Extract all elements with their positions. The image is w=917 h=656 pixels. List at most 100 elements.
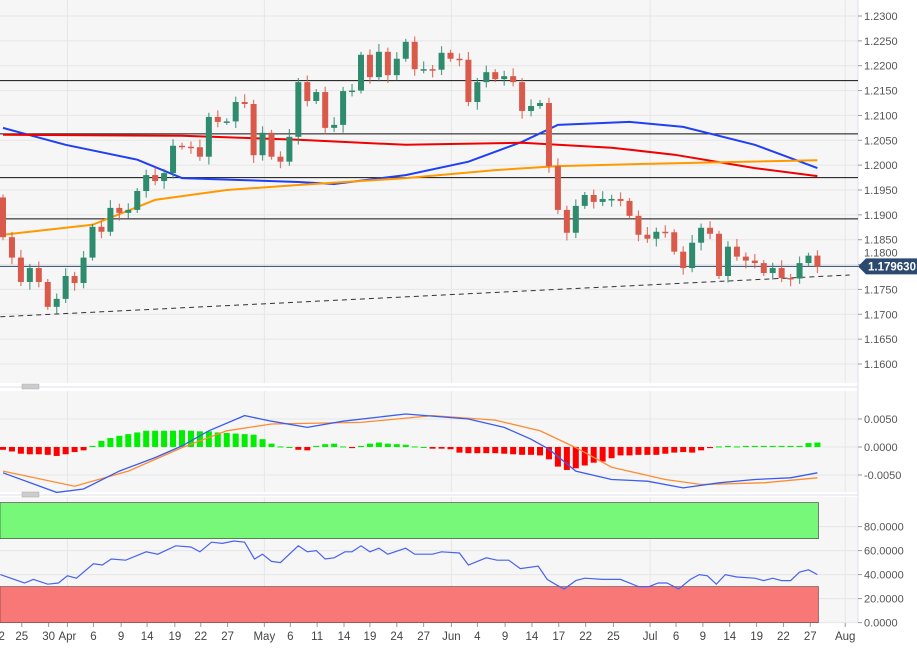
bearish-candle — [519, 82, 526, 111]
macd-histogram-bar — [778, 445, 785, 447]
bullish-candle — [295, 82, 302, 137]
macd-histogram-bar — [537, 447, 543, 456]
macd-histogram-bar — [501, 447, 508, 454]
date-label: May — [253, 631, 275, 643]
date-label: 19 — [750, 631, 763, 643]
date-label: 25 — [15, 631, 28, 643]
bullish-candle — [259, 132, 266, 156]
macd-histogram-bar — [277, 446, 284, 448]
macd-histogram-bar — [572, 447, 579, 469]
bearish-candle — [8, 237, 15, 258]
price-tick-label: 1.1750 — [864, 284, 898, 296]
panel-resize-grip-icon[interactable] — [21, 491, 40, 498]
macd-histogram-bar — [89, 445, 96, 447]
macd-histogram-bar — [671, 447, 678, 453]
macd-histogram-bar — [214, 432, 221, 447]
macd-histogram-bar — [322, 444, 329, 447]
bullish-candle — [349, 90, 356, 93]
macd-histogram-bar — [98, 440, 105, 447]
macd-histogram-bar — [751, 445, 758, 447]
date-label: 6 — [673, 631, 679, 643]
price-tick-label: 1.1950 — [864, 185, 898, 197]
bearish-candle — [778, 268, 785, 278]
macd-histogram-bar — [447, 447, 454, 450]
price-tick-label: 1.1900 — [864, 210, 898, 222]
date-label: 11 — [311, 631, 323, 643]
bullish-candle — [581, 194, 588, 206]
price-tick-label: 1.1850 — [864, 235, 898, 247]
bullish-candle — [402, 41, 409, 59]
price-tick-label: 1.2200 — [864, 61, 898, 73]
macd-histogram-bar — [358, 445, 364, 447]
overbought-zone — [0, 502, 819, 539]
bearish-candle — [116, 207, 123, 213]
macd-histogram-bar — [760, 445, 767, 447]
bullish-candle — [608, 198, 615, 201]
bearish-candle — [563, 209, 570, 233]
bearish-candle — [384, 51, 391, 76]
bullish-candle — [340, 91, 347, 125]
ma-blue-line — [2, 120, 818, 186]
price-tick-label: 1.2100 — [864, 110, 898, 122]
panel-resize-grip-icon[interactable] — [21, 383, 40, 390]
price-tick-label: 1.2050 — [864, 135, 898, 147]
date-label: 14 — [526, 631, 539, 643]
bullish-candle — [53, 298, 60, 307]
bearish-candle — [617, 198, 624, 201]
macd-histogram-bar — [71, 447, 78, 453]
macd-histogram-bar — [313, 445, 320, 447]
bearish-candle — [787, 277, 794, 280]
bullish-candle — [205, 116, 212, 157]
macd-histogram-bar — [581, 447, 588, 466]
ma-orange-line — [2, 159, 818, 236]
macd-histogram-bar — [232, 433, 239, 447]
bearish-candle — [644, 234, 651, 239]
rsi-tick-label: 40.0000 — [864, 570, 904, 582]
macd-histogram-bar — [653, 447, 660, 455]
macd-histogram-bar — [617, 447, 624, 456]
bearish-candle — [751, 260, 758, 264]
date-label: 22 — [194, 631, 207, 643]
date-label: Aug — [835, 631, 855, 643]
macd-histogram-bar — [429, 447, 436, 449]
bearish-candle — [733, 246, 740, 257]
macd-histogram-bar — [107, 438, 114, 447]
bearish-candle — [662, 231, 669, 234]
date-label: 24 — [390, 631, 403, 643]
date-label: Jul — [643, 631, 658, 643]
macd-histogram-bar — [268, 443, 275, 447]
macd-histogram-bar — [707, 447, 714, 449]
macd-histogram-bar — [259, 439, 266, 447]
bullish-candle — [653, 231, 660, 239]
macd-histogram-bar — [196, 431, 203, 447]
bullish-candle — [528, 105, 535, 111]
price-tick-label: 1.1800 — [864, 247, 898, 259]
bullish-candle — [143, 175, 150, 191]
macd-histogram-bar — [563, 447, 570, 470]
macd-histogram-bar — [689, 447, 696, 453]
bullish-candle — [698, 227, 705, 243]
bearish-candle — [277, 156, 284, 162]
bullish-candle — [474, 82, 481, 103]
bearish-candle — [44, 281, 51, 307]
chart-background — [0, 0, 859, 623]
macd-histogram-bar — [438, 447, 445, 449]
bearish-candle — [35, 268, 42, 282]
bearish-candle — [716, 233, 722, 277]
bullish-candle — [572, 205, 579, 233]
macd-histogram-bar — [510, 447, 517, 455]
date-label: 14 — [141, 631, 154, 643]
rsi-zones — [0, 502, 819, 623]
bullish-candle — [89, 226, 96, 258]
macd-histogram-bar — [716, 446, 722, 448]
bullish-candle — [420, 69, 427, 71]
macd-panel — [0, 413, 821, 494]
panel-resize-handles[interactable] — [21, 383, 40, 498]
macd-histogram-bar — [295, 447, 302, 450]
date-label: 14 — [723, 631, 736, 643]
bullish-candle — [358, 54, 364, 91]
macd-histogram-bar — [187, 430, 194, 447]
date-label: 17 — [552, 631, 565, 643]
bearish-candle — [760, 263, 767, 274]
